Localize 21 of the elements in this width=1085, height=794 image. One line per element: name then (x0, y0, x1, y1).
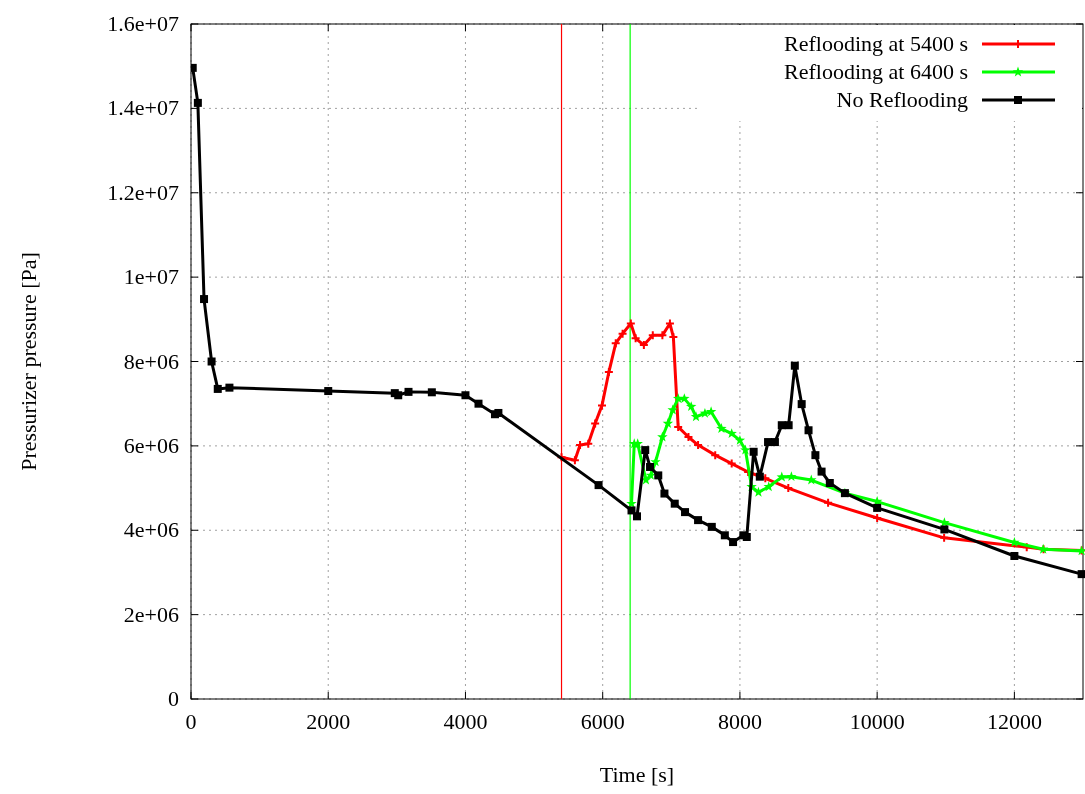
x-tick-label: 0 (185, 709, 197, 734)
y-axis-title: Pressurizer pressure [Pa] (16, 252, 41, 471)
y-tick-label: 0 (168, 686, 179, 711)
y-tick-label: 1e+07 (123, 264, 179, 290)
y-tick-label: 1.4e+07 (107, 95, 179, 121)
x-tick-label: 10000 (849, 709, 905, 734)
legend-label: Reflooding at 5400 s (784, 31, 968, 56)
x-tick-label: 4000 (443, 709, 488, 734)
y-tick-label: 1.2e+07 (107, 179, 179, 205)
y-tick-label: 6e+06 (123, 432, 179, 458)
x-tick-label: 2000 (306, 709, 351, 734)
y-tick-label: 4e+06 (123, 517, 179, 543)
x-tick-label: 8000 (717, 709, 762, 734)
x-tick-label: 12000 (986, 709, 1042, 734)
y-tick-label: 8e+06 (123, 348, 179, 374)
legend-label: No Reflooding (836, 87, 968, 112)
y-tick-label: 2e+06 (123, 601, 179, 627)
x-axis-title: Time [s] (599, 762, 675, 787)
legend-label: Reflooding at 6400 s (784, 59, 968, 84)
x-tick-label: 6000 (580, 709, 625, 734)
y-tick-label: 1.6e+07 (107, 11, 179, 36)
